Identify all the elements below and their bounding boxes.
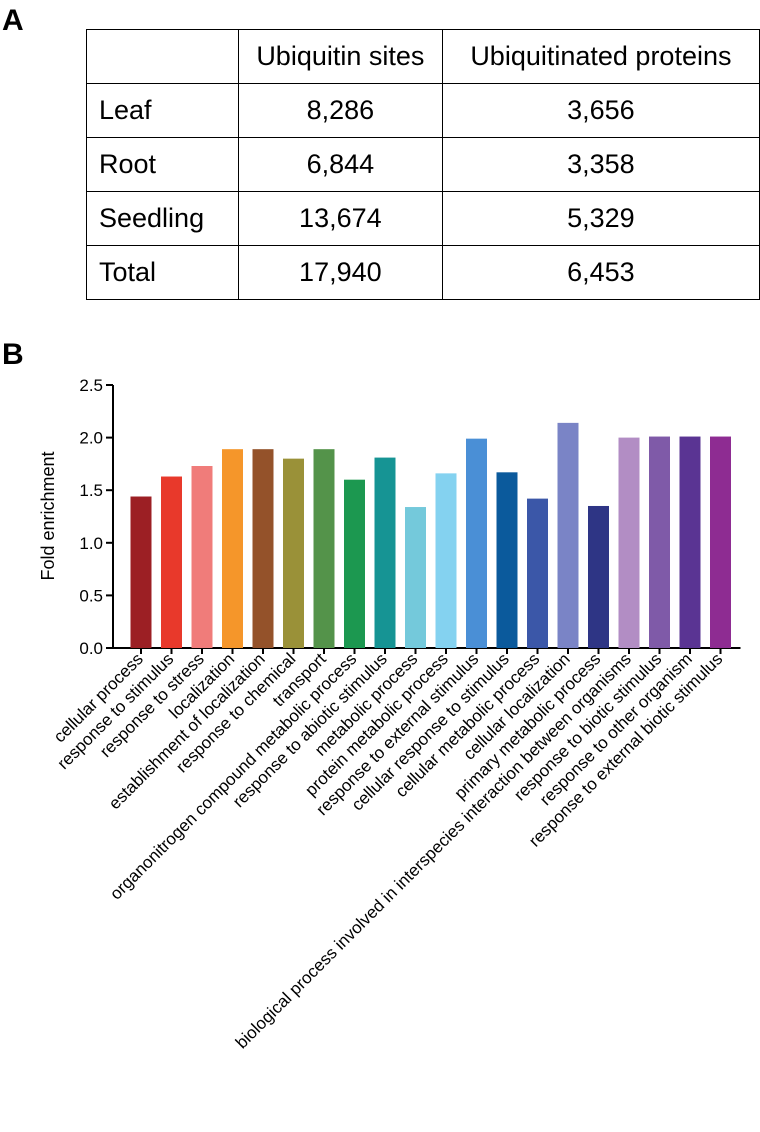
table-cell: Total	[86, 245, 239, 300]
table-cell: Root	[86, 137, 239, 192]
bar	[191, 466, 213, 648]
table-cell: 6,844	[237, 137, 443, 192]
bar	[588, 505, 609, 648]
bar	[222, 449, 243, 648]
y-tick-labels: 0.0 0.5 1.0 1.5 2.0 2.5	[79, 376, 103, 658]
table-cell: 5,329	[441, 191, 760, 246]
table-cell: 17,940	[237, 245, 443, 300]
table-header-cell: Ubiquitinated proteins	[441, 29, 760, 84]
y-tick-label: 0.0	[79, 639, 103, 658]
table-cell: Seedling	[86, 191, 239, 246]
y-axis-label: Fold enrichment	[38, 451, 58, 580]
bar	[557, 422, 579, 648]
bar	[649, 436, 670, 648]
bar	[161, 476, 182, 648]
bar	[710, 436, 731, 648]
bar	[435, 473, 457, 648]
table-header-cell: Ubiquitin sites	[237, 29, 443, 84]
bar	[374, 457, 396, 648]
table-row: Total 17,940 6,453	[86, 245, 760, 300]
bar	[130, 496, 152, 648]
panel-a-label: A	[2, 4, 24, 37]
table-cell: Leaf	[86, 83, 239, 138]
bar	[466, 438, 487, 648]
y-tick-label: 1.0	[79, 534, 103, 553]
bar	[283, 458, 304, 648]
y-tick-label: 2.0	[79, 429, 103, 448]
table-cell: 13,674	[237, 191, 443, 246]
chart-bars	[130, 422, 731, 648]
y-tick-label: 1.5	[79, 481, 103, 500]
table-cell: 8,286	[237, 83, 443, 138]
bar	[679, 436, 701, 648]
table-cell: 6,453	[441, 245, 760, 300]
table-row: Leaf 8,286 3,656	[86, 83, 760, 138]
y-tick-label: 2.5	[79, 376, 103, 395]
table-row: Root 6,844 3,358	[86, 137, 760, 192]
table-cell: 3,656	[441, 83, 760, 138]
bar	[496, 472, 518, 648]
bar	[344, 479, 365, 648]
bar	[618, 437, 640, 648]
bar	[527, 498, 548, 648]
y-tick-label: 0.5	[79, 586, 103, 605]
table-row: Seedling 13,674 5,329	[86, 191, 760, 246]
table-header-row: Ubiquitin sites Ubiquitinated proteins	[86, 29, 760, 84]
bar	[405, 507, 426, 648]
fold-enrichment-bar-chart: 0.0 0.5 1.0 1.5 2.0 2.5 cellular processrespo…	[38, 376, 741, 1052]
bar	[313, 449, 335, 648]
panel-b-label: B	[2, 338, 24, 371]
table-header-cell	[86, 29, 239, 84]
table-cell: 3,358	[441, 137, 760, 192]
ubiquitin-summary-table: Ubiquitin sites Ubiquitinated proteins L…	[86, 29, 760, 300]
bar	[252, 449, 274, 648]
